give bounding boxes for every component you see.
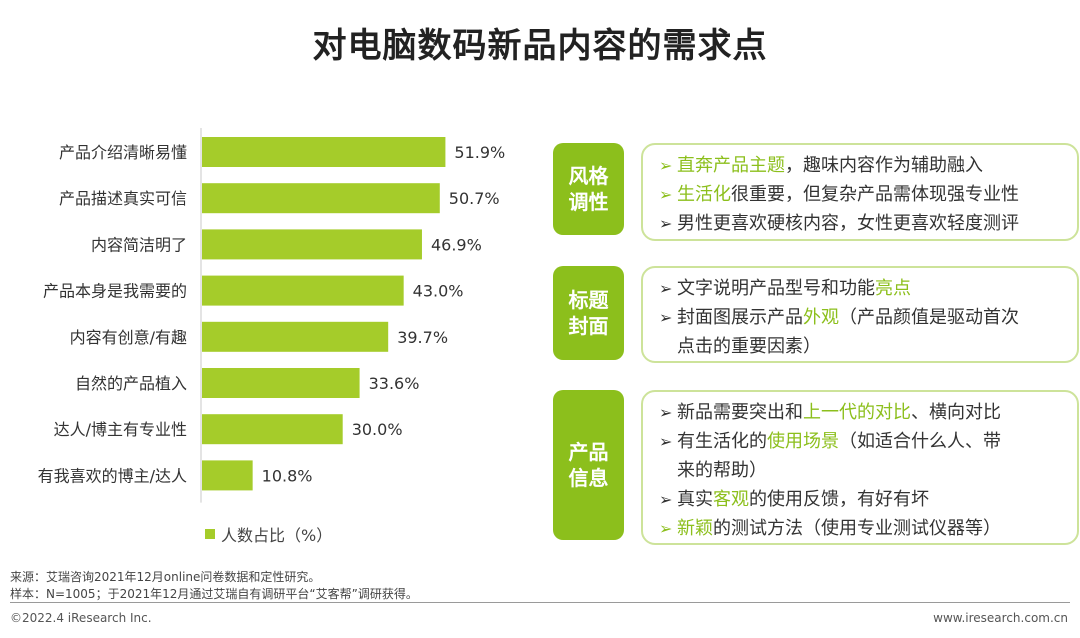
footer-divider xyxy=(10,602,1070,603)
plain-text: 点击的重要因素） xyxy=(677,336,821,357)
panel-line: 点击的重要因素） xyxy=(659,332,1067,361)
value-label-1: 50.7% xyxy=(449,189,500,208)
plain-text: 男性更喜欢硬核内容，女性更喜欢轻度测评 xyxy=(677,213,1019,234)
highlight-text: 新颖 xyxy=(677,518,713,539)
panel-line-text: 有生活化的使用场景（如适合什么人、带 xyxy=(677,427,1067,456)
panel-line: ➢ 有生活化的使用场景（如适合什么人、带 xyxy=(659,427,1067,456)
panel-line-text: 点击的重要因素） xyxy=(677,332,1067,361)
panel-tag-title-cover: 标题封面 xyxy=(553,266,624,360)
source-note: 来源：艾瑞咨询2021年12月online问卷数据和定性研究。 xyxy=(10,570,321,584)
panel-tag-label: 风格调性 xyxy=(568,164,609,214)
panel-line: ➢ 真实客观的使用反馈，有好有坏 xyxy=(659,485,1067,514)
highlight-text: 客观 xyxy=(713,489,749,510)
bar-1 xyxy=(202,183,440,214)
bullet-arrow-icon: ➢ xyxy=(659,308,673,327)
panel-line-text: 直奔产品主题，趣味内容作为辅助融入 xyxy=(677,151,1067,180)
bullet-arrow-icon: ➢ xyxy=(659,490,673,509)
bar-3 xyxy=(202,275,404,306)
bullet-arrow-icon: ➢ xyxy=(659,156,673,175)
panel-box-product-info: ➢ 新品需要突出和上一代的对比、横向对比 ➢ 有生活化的使用场景（如适合什么人、带 来的… xyxy=(641,390,1079,545)
panel-line-text: 男性更喜欢硬核内容，女性更喜欢轻度测评 xyxy=(677,209,1067,238)
panel-box-style-tone: ➢ 直奔产品主题，趣味内容作为辅助融入 ➢ 生活化很重要，但复杂产品需体现强专业性 ➢ 男… xyxy=(641,143,1079,241)
value-label-7: 10.8% xyxy=(262,466,313,485)
highlight-text: 直奔产品主题 xyxy=(677,155,785,176)
highlight-text: 生活化 xyxy=(677,184,731,205)
panel-box-title-cover: ➢ 文字说明产品型号和功能亮点 ➢ 封面图展示产品外观（产品颜值是驱动首次 点击的重要因… xyxy=(641,266,1079,363)
panel-tag-product-info: 产品信息 xyxy=(553,390,624,540)
panel-line-text: 文字说明产品型号和功能亮点 xyxy=(677,274,1067,303)
plain-text: 有生活化的 xyxy=(677,431,767,452)
plain-text: 的测试方法（使用专业测试仪器等） xyxy=(713,518,1001,539)
panel-line: ➢ 男性更喜欢硬核内容，女性更喜欢轻度测评 xyxy=(659,209,1067,238)
plain-text: 来的帮助） xyxy=(677,460,767,481)
highlight-text: 亮点 xyxy=(875,278,911,299)
panel-line-text: 来的帮助） xyxy=(677,456,1067,485)
value-label-5: 33.6% xyxy=(369,374,420,393)
panel-line-text: 封面图展示产品外观（产品颜值是驱动首次 xyxy=(677,303,1067,332)
panel-tag-label: 产品信息 xyxy=(568,440,609,490)
bar-5 xyxy=(202,368,360,398)
value-label-4: 39.7% xyxy=(397,328,448,347)
bullet-arrow-icon: ➢ xyxy=(659,432,673,451)
panel-line: ➢ 生活化很重要，但复杂产品需体现强专业性 xyxy=(659,180,1067,209)
highlight-text: 使用场景 xyxy=(767,431,839,452)
legend-label: 人数占比（%） xyxy=(221,526,333,545)
value-label-2: 46.9% xyxy=(431,235,482,254)
bar-chart: 产品介绍清晰易懂 51.9% 产品描述真实可信 50.7% 内容简洁明了 46.9% 产品本… xyxy=(38,128,505,503)
panel-line: ➢ 新品需要突出和上一代的对比、横向对比 xyxy=(659,398,1067,427)
value-label-6: 30.0% xyxy=(352,420,403,439)
panel-line: 来的帮助） xyxy=(659,456,1067,485)
bullet-arrow-icon: ➢ xyxy=(659,279,673,298)
value-label-3: 43.0% xyxy=(413,282,464,301)
category-label-1: 产品描述真实可信 xyxy=(59,189,187,208)
category-label-7: 有我喜欢的博主/达人 xyxy=(38,466,187,485)
plain-text: 真实 xyxy=(677,489,713,510)
plain-text: （如适合什么人、带 xyxy=(839,431,1001,452)
bullet-arrow-icon: ➢ xyxy=(659,214,673,233)
chart-legend: 人数占比（%） xyxy=(205,522,332,546)
bar-2 xyxy=(202,229,422,260)
panel-line: ➢ 新颖的测试方法（使用专业测试仪器等） xyxy=(659,514,1067,543)
plain-text: 新品需要突出和 xyxy=(677,402,803,423)
category-label-5: 自然的产品植入 xyxy=(75,374,187,393)
plain-text: 的使用反馈，有好有坏 xyxy=(749,489,929,510)
value-label-0: 51.9% xyxy=(454,143,505,162)
website-link[interactable]: www.iresearch.com.cn xyxy=(933,611,1068,625)
plain-text: （产品颜值是驱动首次 xyxy=(839,307,1019,328)
panel-line: ➢ 封面图展示产品外观（产品颜值是驱动首次 xyxy=(659,303,1067,332)
sample-note: 样本：N=1005；于2021年12月通过艾瑞自有调研平台“艾客帮”调研获得。 xyxy=(10,587,418,601)
panel-tag-style-tone: 风格调性 xyxy=(553,143,624,235)
panel-line: ➢ 文字说明产品型号和功能亮点 xyxy=(659,274,1067,303)
panel-line: ➢ 直奔产品主题，趣味内容作为辅助融入 xyxy=(659,151,1067,180)
legend-swatch xyxy=(205,529,215,539)
bar-6 xyxy=(202,414,343,445)
panel-tag-label: 标题封面 xyxy=(568,288,609,338)
plain-text: 文字说明产品型号和功能 xyxy=(677,278,875,299)
highlight-text: 上一代的对比 xyxy=(803,402,911,423)
category-label-0: 产品介绍清晰易懂 xyxy=(59,143,187,162)
copyright: ©2022.4 iResearch Inc. xyxy=(10,611,152,625)
highlight-text: 外观 xyxy=(803,307,839,328)
category-label-4: 内容有创意/有趣 xyxy=(70,328,187,347)
bullet-arrow-icon: ➢ xyxy=(659,185,673,204)
plain-text: 很重要，但复杂产品需体现强专业性 xyxy=(731,184,1019,205)
panel-line-text: 真实客观的使用反馈，有好有坏 xyxy=(677,485,1067,514)
category-label-6: 达人/博主有专业性 xyxy=(54,420,187,439)
bullet-arrow-icon: ➢ xyxy=(659,403,673,422)
plain-text: 封面图展示产品 xyxy=(677,307,803,328)
plain-text: 、横向对比 xyxy=(911,402,1001,423)
category-label-3: 产品本身是我需要的 xyxy=(43,282,187,301)
category-label-2: 内容简洁明了 xyxy=(91,235,187,254)
bar-0 xyxy=(202,137,446,167)
page-title: 对电脑数码新品内容的需求点 xyxy=(312,26,768,66)
panel-line-text: 新颖的测试方法（使用专业测试仪器等） xyxy=(677,514,1067,543)
panel-line-text: 新品需要突出和上一代的对比、横向对比 xyxy=(677,398,1067,427)
plain-text: ，趣味内容作为辅助融入 xyxy=(785,155,983,176)
bar-4 xyxy=(202,321,389,352)
bar-7 xyxy=(202,460,253,491)
bullet-arrow-icon: ➢ xyxy=(659,519,673,538)
panel-line-text: 生活化很重要，但复杂产品需体现强专业性 xyxy=(677,180,1067,209)
